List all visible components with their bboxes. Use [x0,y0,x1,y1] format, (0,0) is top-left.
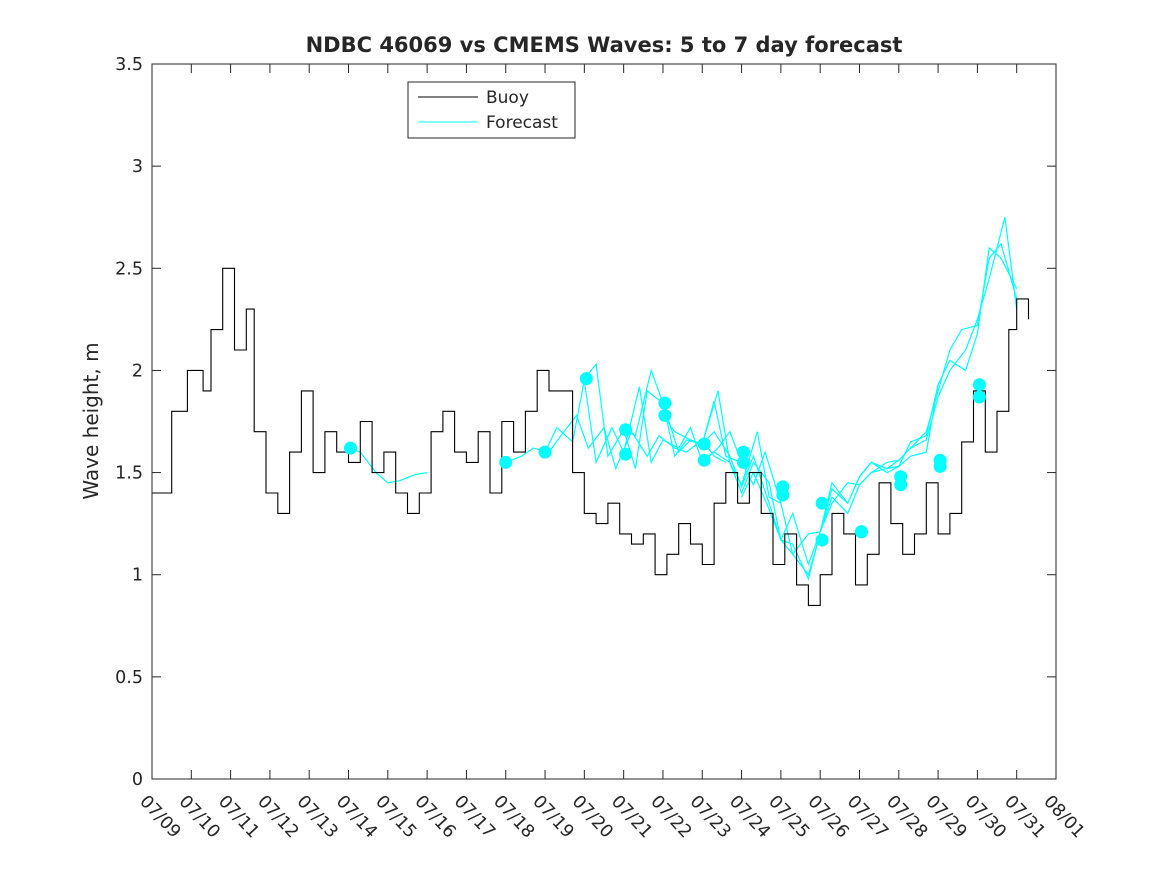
forecast-marker-13 [776,488,790,502]
y-tick-label-1: 0.5 [115,668,143,688]
forecast-line-3 [583,362,782,504]
chart-title: NDBC 46069 vs CMEMS Waves: 5 to 7 day fo… [306,33,903,57]
forecast-marker-5 [619,447,633,461]
y-tick-label-6: 3 [132,157,143,177]
y-axis: 0 0.5 1 1.5 2 2.5 3 3.5 [115,55,1056,790]
forecast-marker-1 [499,455,513,469]
forecast-marker-21 [933,459,947,473]
forecast-marker-4 [619,423,633,437]
forecast-marker-23 [972,390,986,404]
forecast-marker-7 [658,408,672,422]
y-tick-label-4: 2 [132,361,143,381]
forecast-marker-10 [737,445,750,459]
forecast-line-10 [898,242,1018,461]
forecast-marker-19 [894,478,908,492]
forecast-markers [344,372,986,547]
forecast-marker-3 [579,372,593,386]
y-tick-label-3: 1.5 [115,464,143,484]
y-tick-label-0: 0 [132,770,143,790]
y-tick-label-5: 2.5 [115,259,143,279]
legend: Buoy Forecast [407,81,576,139]
y-tick-label-2: 1 [132,566,143,586]
buoy-series [152,267,1030,606]
forecast-marker-9 [697,453,711,467]
forecast-line-9 [859,246,1018,478]
forecast-marker-6 [658,396,672,410]
forecast-marker-22 [972,378,986,392]
forecast-marker-8 [697,437,711,451]
forecast-marker-11 [737,455,750,469]
forecast-line-4 [623,368,821,577]
y-axis-label: Wave height, m [79,342,103,499]
axes-box [151,63,1057,780]
legend-forecast-label: Forecast [486,113,558,133]
forecast-marker-0 [344,441,357,455]
legend-buoy-label: Buoy [486,88,529,108]
buoy-line [152,267,1030,606]
y-tick-label-7: 3.5 [115,55,143,75]
forecast-marker-15 [815,533,829,547]
forecast-line-8 [819,217,1018,533]
forecast-marker-2 [538,445,552,459]
forecast-marker-17 [854,525,868,539]
forecast-marker-14 [815,496,829,510]
legend-box [407,81,576,139]
